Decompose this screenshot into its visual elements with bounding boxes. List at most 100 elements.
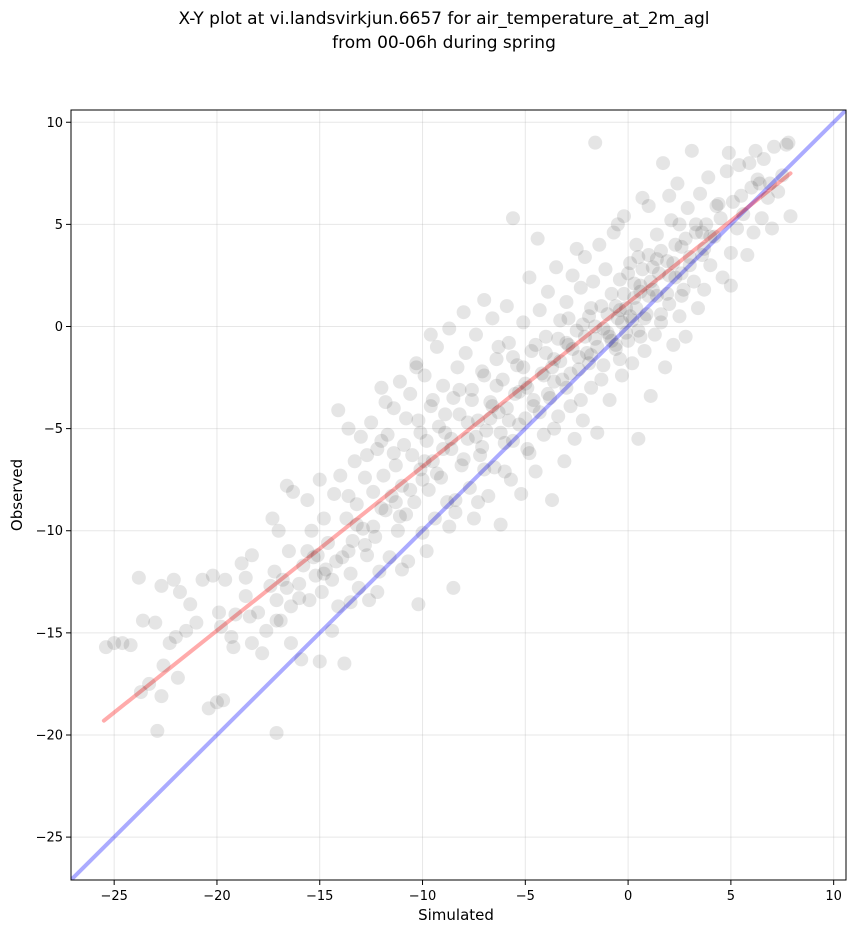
data-point	[462, 480, 477, 495]
reference-lines	[71, 110, 846, 880]
data-point	[458, 346, 473, 361]
data-point	[604, 286, 619, 301]
data-point	[516, 315, 531, 330]
data-point	[645, 260, 660, 275]
data-point	[526, 399, 541, 414]
data-point	[707, 229, 722, 244]
data-point	[701, 170, 716, 185]
data-point	[545, 493, 560, 508]
data-point	[536, 427, 551, 442]
data-point	[384, 489, 399, 504]
data-point	[734, 188, 749, 203]
data-point	[627, 290, 642, 305]
data-point	[431, 419, 446, 434]
data-point	[421, 482, 436, 497]
data-point	[649, 252, 664, 267]
data-point	[460, 415, 475, 430]
data-point	[388, 458, 403, 473]
data-point	[325, 572, 340, 587]
data-point	[355, 521, 370, 536]
data-point	[335, 550, 350, 565]
data-point	[602, 329, 617, 344]
data-point	[411, 597, 426, 612]
data-point	[499, 299, 514, 314]
data-point	[205, 568, 220, 583]
data-point	[505, 433, 520, 448]
data-point	[538, 346, 553, 361]
data-point	[244, 548, 259, 563]
data-point	[327, 486, 342, 501]
data-point	[374, 501, 389, 516]
data-point	[719, 164, 734, 179]
data-point	[524, 344, 539, 359]
data-point	[748, 143, 763, 158]
data-point	[329, 554, 344, 569]
data-point	[621, 333, 636, 348]
data-point	[265, 511, 280, 526]
data-point	[660, 286, 675, 301]
x-tick-label: −25	[100, 889, 127, 904]
data-point	[368, 529, 383, 544]
data-point	[444, 431, 459, 446]
data-point	[493, 517, 508, 532]
data-point	[633, 329, 648, 344]
data-point	[760, 190, 775, 205]
data-point	[491, 339, 506, 354]
x-tick-label: −5	[516, 889, 535, 904]
data-point	[528, 337, 543, 352]
data-point	[730, 221, 745, 236]
data-point	[485, 399, 500, 414]
data-point	[783, 209, 798, 224]
data-point	[491, 405, 506, 420]
data-point	[195, 572, 210, 587]
data-point	[664, 213, 679, 228]
data-point	[423, 399, 438, 414]
data-point	[582, 309, 597, 324]
data-point	[561, 337, 576, 352]
data-point	[150, 723, 165, 738]
data-point	[602, 393, 617, 408]
data-point	[612, 352, 627, 367]
data-point	[337, 656, 352, 671]
data-point	[713, 211, 728, 226]
data-point	[684, 143, 699, 158]
data-point	[608, 337, 623, 352]
data-point	[374, 380, 389, 395]
data-point	[614, 315, 629, 330]
chart-title-line-2: from 00-06h during spring	[332, 33, 556, 53]
data-point	[394, 478, 409, 493]
data-point	[653, 307, 668, 322]
data-point	[551, 331, 566, 346]
data-point	[353, 429, 368, 444]
data-point	[411, 413, 426, 428]
data-point	[413, 425, 428, 440]
data-point	[312, 654, 327, 669]
data-point	[316, 566, 331, 581]
data-point	[269, 725, 284, 740]
data-point	[674, 288, 689, 303]
data-point	[448, 505, 463, 520]
data-point	[483, 411, 498, 426]
data-point	[397, 437, 412, 452]
data-point	[376, 468, 391, 483]
data-point	[651, 266, 666, 281]
data-point	[339, 511, 354, 526]
data-point	[452, 382, 467, 397]
data-point	[649, 227, 664, 242]
data-point	[460, 431, 475, 446]
data-point	[242, 609, 257, 624]
data-point	[551, 409, 566, 424]
x-axis-ticks: −25 −20 −15 −10 −5 0 5 10	[100, 880, 842, 904]
grid-lines	[71, 110, 846, 880]
data-point	[466, 511, 481, 526]
data-point	[645, 282, 660, 297]
data-point	[725, 194, 740, 209]
data-point	[172, 585, 187, 600]
data-point	[238, 570, 253, 585]
data-point	[662, 188, 677, 203]
data-point	[357, 470, 372, 485]
data-point	[740, 248, 755, 263]
data-point	[281, 544, 296, 559]
data-point	[442, 321, 457, 336]
